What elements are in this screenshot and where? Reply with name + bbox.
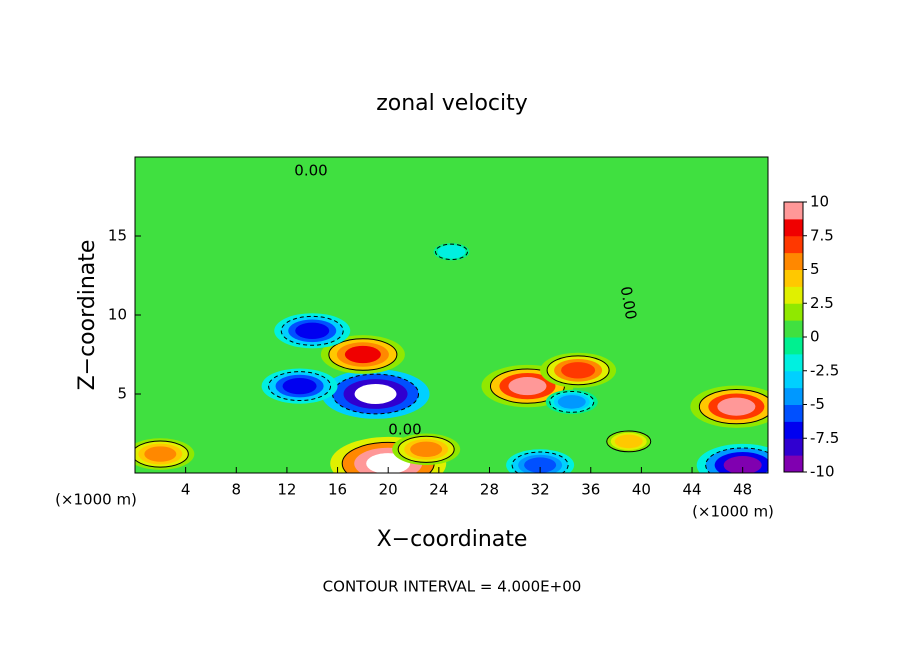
y-tick-label: 15 bbox=[108, 227, 127, 245]
colorbar-tick-label: 0 bbox=[810, 328, 820, 346]
colorbar-swatch bbox=[784, 252, 803, 270]
contour-extremum bbox=[561, 362, 596, 379]
x-tick-label: 32 bbox=[531, 481, 550, 499]
contour-extremum bbox=[557, 395, 586, 409]
x-unit: (×1000 m) bbox=[692, 503, 774, 521]
colorbar-swatch bbox=[784, 320, 803, 338]
x-tick-label: 40 bbox=[632, 481, 651, 499]
colorbar-swatch bbox=[784, 421, 803, 439]
colorbar-swatch bbox=[784, 438, 803, 456]
colorbar-swatch bbox=[784, 202, 803, 220]
contour-extremum bbox=[439, 245, 464, 258]
footer: CONTOUR INTERVAL = 4.000E+00 bbox=[323, 578, 582, 596]
colorbar-swatch bbox=[784, 286, 803, 304]
colorbar-swatch bbox=[784, 455, 803, 473]
colorbar-swatch bbox=[784, 303, 803, 321]
x-tick-label: 8 bbox=[232, 481, 242, 499]
contour-extremum bbox=[614, 434, 643, 449]
colorbar-tick-label: 5 bbox=[810, 260, 820, 278]
colorbar-swatch bbox=[784, 337, 803, 355]
contour-extremum bbox=[295, 322, 330, 339]
y-tick-label: 10 bbox=[108, 306, 127, 324]
x-tick-label: 44 bbox=[682, 481, 701, 499]
x-tick-label: 12 bbox=[277, 481, 296, 499]
colorbar-swatch bbox=[784, 370, 803, 389]
contour-label: 0.00 bbox=[617, 285, 641, 321]
contour-extremum bbox=[144, 446, 177, 462]
colorbar-tick-label: 2.5 bbox=[810, 294, 834, 312]
contour-extremum bbox=[524, 457, 557, 473]
field bbox=[135, 243, 768, 473]
colorbar-swatch bbox=[784, 235, 803, 254]
chart-title: zonal velocity bbox=[376, 91, 528, 116]
colorbar-tick-label: -2.5 bbox=[810, 361, 839, 379]
colorbar-swatch bbox=[784, 404, 803, 422]
colorbar-swatch bbox=[784, 269, 803, 287]
x-unit: (×1000 m) bbox=[55, 491, 137, 509]
x-tick-label: 48 bbox=[733, 481, 752, 499]
contour-label: 0.00 bbox=[294, 162, 327, 180]
contour-extremum bbox=[354, 384, 397, 404]
x-tick-label: 36 bbox=[581, 481, 600, 499]
x-tick-label: 24 bbox=[429, 481, 448, 499]
plot-area bbox=[135, 157, 768, 473]
colorbar-swatch bbox=[784, 353, 803, 372]
x-tick-label: 16 bbox=[328, 481, 347, 499]
x-tick-label: 28 bbox=[480, 481, 499, 499]
x-tick-label: 4 bbox=[181, 481, 191, 499]
x-axis-label: X−coordinate bbox=[377, 527, 528, 552]
contour-label: 0.00 bbox=[388, 421, 421, 439]
colorbar-tick-label: -5 bbox=[810, 395, 825, 413]
colorbar-tick-label: -7.5 bbox=[810, 429, 839, 447]
contour-extremum bbox=[410, 441, 443, 457]
contour-extremum bbox=[723, 456, 762, 473]
colorbar-swatch bbox=[784, 387, 803, 405]
y-axis-label: Z−coordinate bbox=[75, 240, 100, 391]
y-tick-label: 5 bbox=[117, 385, 127, 403]
colorbar-tick-label: 7.5 bbox=[810, 226, 834, 244]
contour-extremum bbox=[344, 345, 381, 364]
colorbar-swatch bbox=[784, 218, 803, 237]
colorbar-tick-label: 10 bbox=[810, 193, 829, 211]
contour-extremum bbox=[282, 377, 317, 395]
x-tick-label: 20 bbox=[379, 481, 398, 499]
colorbar-tick-label: -10 bbox=[810, 463, 835, 481]
contour-extremum bbox=[717, 397, 756, 416]
contour-extremum bbox=[508, 377, 547, 396]
